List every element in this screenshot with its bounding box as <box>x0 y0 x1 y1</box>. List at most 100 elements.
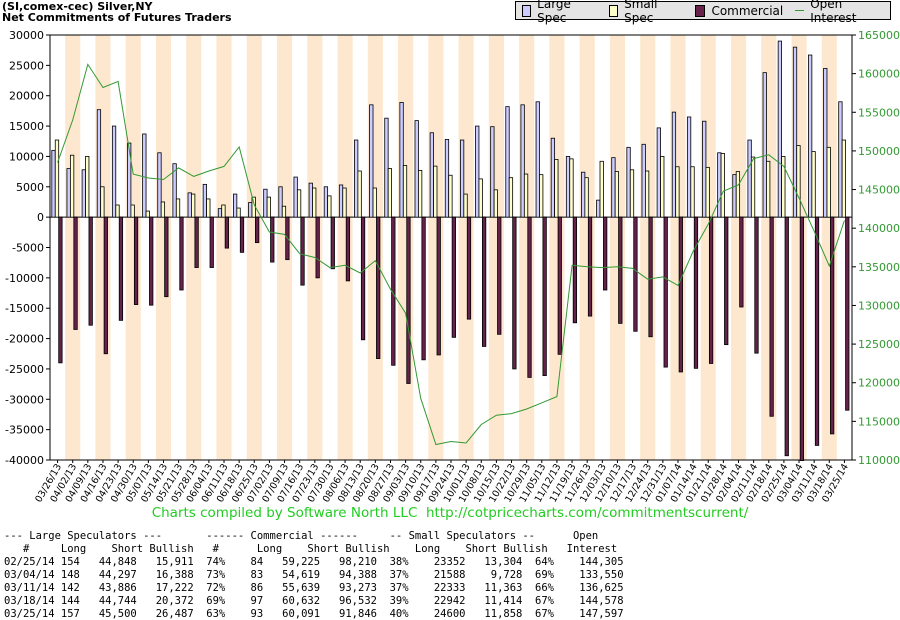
y-tick-label-left: -30000 <box>5 393 44 406</box>
bar-small-spec <box>569 158 574 218</box>
y-tick-label-right: 120000 <box>858 377 900 390</box>
bar-large-spec <box>308 182 313 218</box>
bar-commercial <box>209 216 214 268</box>
bar-commercial <box>88 216 93 326</box>
bar-large-spec <box>111 125 117 218</box>
table-header-groups: --- Large Speculators --- ------ Commerc… <box>4 530 599 542</box>
bar-small-spec <box>781 156 786 218</box>
bar-commercial <box>572 216 578 324</box>
bar-commercial <box>542 216 547 377</box>
bar-small-spec <box>281 205 287 218</box>
bar-small-spec <box>645 170 650 218</box>
bar-small-spec <box>675 166 680 218</box>
bar-small-spec <box>327 195 332 218</box>
bar-commercial <box>845 216 850 411</box>
y-tick-label-left: -15000 <box>5 302 44 315</box>
y-tick-label-right: 125000 <box>858 338 900 351</box>
bar-small-spec <box>766 160 771 218</box>
bar-small-spec <box>433 165 438 218</box>
bar-commercial <box>421 216 426 361</box>
bar-small-spec <box>69 154 75 218</box>
bar-small-spec <box>796 145 801 218</box>
bar-commercial <box>693 216 699 369</box>
legend-label-large-spec: Large Spec <box>537 0 571 25</box>
bar-small-spec <box>750 156 756 218</box>
y-tick-label-left: -35000 <box>5 424 44 437</box>
y-tick-label-right: 150000 <box>858 145 900 158</box>
bar-small-spec <box>296 189 302 218</box>
bar-large-spec <box>732 174 737 218</box>
bar-small-spec <box>130 204 135 218</box>
y-tick-label-left: -20000 <box>5 333 44 346</box>
bar-small-spec <box>448 174 453 218</box>
bar-large-spec <box>747 139 752 218</box>
background-band <box>670 35 686 460</box>
bar-commercial <box>724 216 729 346</box>
bar-commercial <box>497 216 502 335</box>
y-tick-label-left: -10000 <box>5 272 44 285</box>
bar-small-spec <box>841 139 846 218</box>
bar-large-spec <box>459 139 465 218</box>
bar-commercial <box>103 216 108 355</box>
bar-large-spec <box>127 142 132 218</box>
bar-small-spec <box>54 139 60 218</box>
background-band <box>730 35 747 460</box>
y-tick-label-left: 5000 <box>16 181 44 194</box>
background-band <box>186 35 202 460</box>
legend-item-commercial: Commercial <box>695 4 783 18</box>
legend-swatch-large-spec <box>522 4 532 17</box>
y-tick-label-right: 115000 <box>858 415 900 428</box>
bar-small-spec <box>463 193 468 218</box>
y-tick-label-right: 145000 <box>858 184 900 197</box>
bar-large-spec <box>717 152 722 218</box>
bar-small-spec <box>478 178 483 218</box>
background-band <box>700 35 716 460</box>
bar-large-spec <box>187 192 192 218</box>
table-header-columns: # Long Short Bullish # Long Short Bullis… <box>4 543 618 555</box>
legend-label-small-spec: Small Spec <box>624 0 658 25</box>
bar-small-spec <box>554 159 559 218</box>
bar-large-spec <box>248 202 253 218</box>
bar-large-spec <box>354 139 359 218</box>
bar-large-spec <box>762 72 767 218</box>
bar-commercial <box>345 216 351 282</box>
bar-large-spec <box>565 156 571 218</box>
bar-commercial <box>255 216 260 244</box>
background-band <box>125 35 141 460</box>
bar-large-spec <box>323 186 329 218</box>
bar-commercial <box>557 216 562 355</box>
bar-small-spec <box>493 189 498 218</box>
bar-small-spec <box>342 187 347 218</box>
bar-large-spec <box>66 168 71 218</box>
bar-small-spec <box>523 173 529 218</box>
bar-large-spec <box>51 149 56 218</box>
bar-small-spec <box>614 171 619 218</box>
bar-commercial <box>194 216 199 268</box>
bar-large-spec <box>81 169 86 218</box>
bar-commercial <box>133 216 139 305</box>
bar-small-spec <box>312 187 317 218</box>
y-tick-label-right: 135000 <box>858 261 900 274</box>
bar-small-spec <box>221 204 226 218</box>
bar-commercial <box>239 216 245 253</box>
y-tick-label-right: 155000 <box>858 106 900 119</box>
bar-commercial <box>603 216 608 291</box>
y-tick-label-left: -40000 <box>5 454 44 467</box>
bar-commercial <box>376 216 381 360</box>
background-band <box>579 35 595 460</box>
y-tick-label-right: 130000 <box>858 299 900 312</box>
bar-commercial <box>830 216 835 435</box>
background-band <box>519 35 535 460</box>
legend-swatch-commercial <box>695 4 706 17</box>
bar-small-spec <box>735 171 741 218</box>
y-tick-label-left: 15000 <box>9 120 44 133</box>
bar-large-spec <box>626 146 631 218</box>
y-tick-label-right: 140000 <box>858 222 900 235</box>
table-row: 02/25/14 154 44,848 15,911 74% 84 59,225… <box>4 556 624 568</box>
bar-large-spec <box>293 176 298 218</box>
y-tick-label-left: 25000 <box>9 59 44 72</box>
background-band <box>155 35 172 460</box>
legend-label-open-interest: Open Interest <box>810 0 857 25</box>
y-tick-label-right: 160000 <box>858 68 900 81</box>
bar-large-spec <box>384 117 389 218</box>
